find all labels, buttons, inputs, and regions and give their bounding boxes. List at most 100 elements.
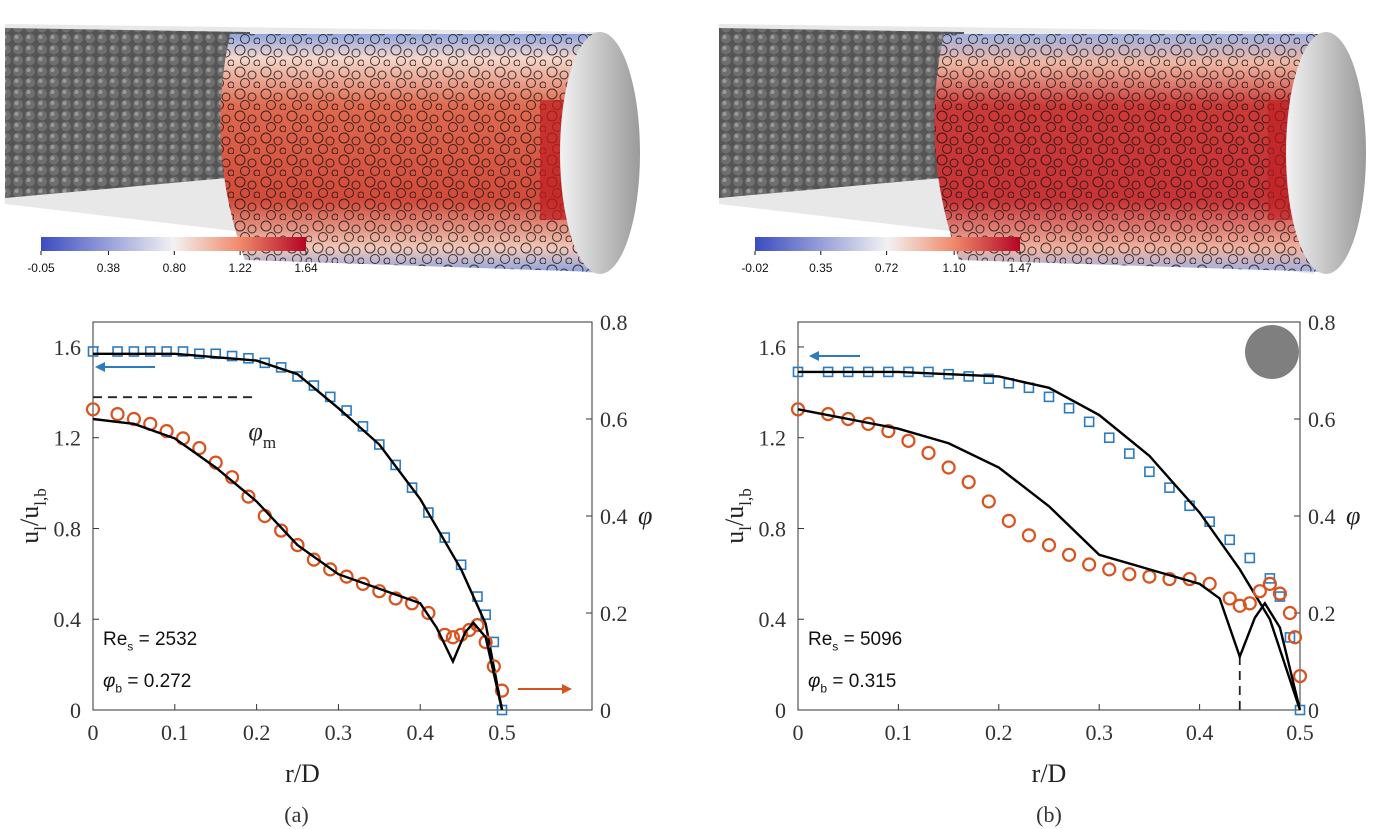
circle-marker bbox=[1082, 557, 1097, 572]
y2-tick-label: 0 bbox=[1308, 698, 1319, 723]
square-marker bbox=[177, 346, 189, 357]
y-tick-label: 0.8 bbox=[759, 516, 787, 541]
square-marker bbox=[923, 366, 934, 378]
text-part: Re bbox=[103, 629, 127, 650]
circle-marker bbox=[921, 445, 936, 461]
text-part: b bbox=[115, 682, 122, 696]
circle-marker bbox=[1287, 630, 1303, 645]
square-marker bbox=[243, 353, 254, 364]
text-part: = 0.315 bbox=[827, 671, 896, 692]
circle-marker bbox=[1282, 605, 1298, 621]
y2-axis-label: φ bbox=[1346, 501, 1360, 530]
circle-marker bbox=[85, 402, 101, 417]
circle-marker bbox=[1021, 528, 1037, 543]
circle-marker bbox=[1252, 584, 1267, 599]
circle-marker bbox=[290, 537, 305, 553]
y-tick-label: 1.6 bbox=[54, 335, 82, 360]
circle-marker bbox=[1041, 537, 1057, 553]
y-tick-label: 0.4 bbox=[759, 607, 787, 632]
y-tick-label: 1.6 bbox=[759, 335, 787, 360]
text-part: = 0.272 bbox=[122, 671, 191, 692]
x-axis-label: r/D bbox=[1032, 759, 1067, 788]
text-part: s bbox=[832, 640, 838, 654]
arrows bbox=[95, 351, 860, 694]
render-a bbox=[5, 24, 640, 274]
square-marker bbox=[1224, 534, 1236, 546]
colorbar-tick-label: 0.35 bbox=[809, 261, 833, 275]
text-part: u bbox=[15, 531, 44, 544]
square-marker bbox=[390, 459, 401, 471]
plot-frame bbox=[797, 321, 1301, 711]
y-axis-label: ul/ul,b bbox=[15, 488, 50, 543]
text-part: b bbox=[820, 682, 827, 696]
circle-marker bbox=[323, 562, 338, 577]
square-marker bbox=[128, 346, 140, 357]
square-marker bbox=[87, 346, 99, 357]
y-tick-label: 1.2 bbox=[54, 426, 82, 451]
colorbar-tick-label: 0.72 bbox=[875, 261, 899, 275]
square-marker bbox=[1144, 466, 1155, 478]
circle-marker bbox=[1272, 586, 1288, 601]
text-part: /u bbox=[15, 506, 44, 526]
circle-marker bbox=[1142, 569, 1157, 584]
x-tick-label: 0.5 bbox=[1286, 720, 1314, 745]
text-part: u bbox=[720, 531, 749, 544]
text-part: = 2532 bbox=[133, 629, 197, 650]
circle-marker bbox=[961, 474, 976, 490]
x-tick-label: 0.3 bbox=[325, 720, 353, 745]
square-marker bbox=[1124, 448, 1135, 459]
circle-marker bbox=[445, 630, 461, 645]
circle-marker bbox=[1122, 567, 1137, 582]
y-tick-label: 0 bbox=[775, 698, 786, 723]
x-tick-label: 0 bbox=[88, 720, 99, 745]
circle-marker bbox=[881, 424, 896, 439]
circle-marker bbox=[1292, 668, 1308, 684]
square-marker bbox=[1063, 402, 1075, 414]
y-tick-label: 0 bbox=[70, 698, 81, 723]
y2-axis-label: φ bbox=[638, 501, 652, 530]
circle-marker bbox=[159, 424, 174, 439]
colorbar bbox=[755, 237, 1020, 251]
circle-marker bbox=[192, 441, 207, 456]
y-axis-label: ul/ul,b bbox=[720, 488, 755, 543]
circle-marker bbox=[1232, 598, 1247, 613]
square-marker bbox=[1244, 552, 1256, 564]
square-marker bbox=[226, 350, 238, 362]
y2-tick-label: 0.2 bbox=[1308, 601, 1336, 626]
circle-marker bbox=[981, 494, 996, 509]
colorbar-tick-label: 1.47 bbox=[1008, 261, 1032, 275]
circle-marker bbox=[1001, 513, 1016, 528]
text-part: Re bbox=[808, 629, 832, 650]
circle-marker bbox=[421, 605, 436, 621]
y2-tick-label: 0.6 bbox=[1308, 407, 1336, 432]
text-part: m bbox=[263, 433, 276, 452]
text-part: φ bbox=[638, 501, 652, 530]
circle-marker bbox=[1262, 576, 1277, 592]
circle-marker bbox=[1102, 562, 1117, 577]
caption: (b) bbox=[1036, 802, 1062, 827]
square-marker bbox=[963, 371, 974, 382]
circle-marker bbox=[1162, 571, 1177, 587]
square-marker bbox=[144, 346, 156, 357]
colorbar-tick-label: 1.64 bbox=[294, 261, 318, 275]
x-tick-label: 0.2 bbox=[985, 720, 1013, 745]
text-part: l,b bbox=[736, 488, 755, 505]
y-tick-label: 0.8 bbox=[54, 516, 82, 541]
square-marker bbox=[194, 348, 205, 360]
square-marker bbox=[423, 507, 434, 518]
colorbar-tick-label: 0.80 bbox=[163, 261, 187, 275]
plot-frame bbox=[92, 321, 593, 711]
series-line bbox=[93, 352, 504, 711]
colorbar-tick-label: 1.10 bbox=[943, 261, 967, 275]
x-tick-label: 0.3 bbox=[1085, 720, 1113, 745]
annotation: φb = 0.272 bbox=[103, 671, 191, 696]
square-marker bbox=[1264, 573, 1276, 584]
circle-marker bbox=[1061, 547, 1077, 562]
series-line bbox=[797, 408, 1302, 711]
colorbar-tick-label: 1.22 bbox=[228, 261, 252, 275]
circle-marker bbox=[110, 407, 125, 422]
text-part: = 5096 bbox=[838, 629, 902, 650]
x-tick-label: 0 bbox=[793, 720, 804, 745]
colorbar-tick-label: -0.05 bbox=[27, 261, 55, 275]
